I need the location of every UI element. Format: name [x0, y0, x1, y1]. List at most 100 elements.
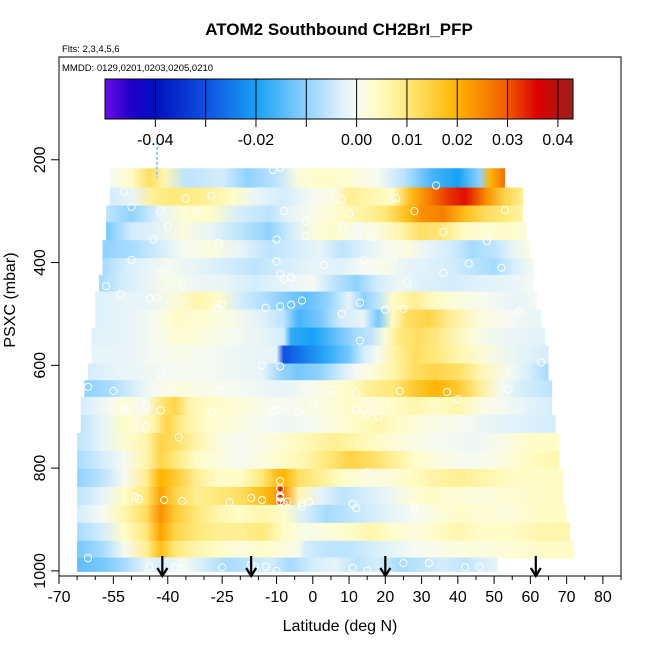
- sample-point: [366, 232, 375, 241]
- heatmap-row-340: [106, 222, 527, 242]
- sample-point: [261, 303, 270, 312]
- flights-label: Flts: 2,3,4,5,6: [62, 44, 120, 55]
- heatmap-row-475: [95, 291, 538, 311]
- sample-point: [363, 410, 372, 419]
- x-tick-label: -25: [211, 589, 234, 606]
- sample-point: [214, 386, 223, 396]
- x-tick-label: 20: [376, 589, 394, 606]
- x-tick-label: 30: [413, 589, 431, 606]
- sample-point: [352, 388, 361, 398]
- sample-point: [482, 236, 491, 246]
- sample-point: [214, 238, 223, 248]
- sample-point: [363, 468, 372, 477]
- sample-point: [83, 382, 93, 391]
- y-tick-label: 200: [32, 146, 49, 173]
- sample-point: [431, 181, 441, 190]
- sample-point: [127, 255, 136, 265]
- sample-point: [308, 401, 317, 410]
- sample-point: [301, 217, 310, 226]
- sample-point: [141, 422, 151, 432]
- colorbar-tick-label: 0.04: [542, 132, 573, 149]
- sample-point: [247, 493, 256, 502]
- sample-point: [286, 272, 296, 282]
- heatmap-row-990: [77, 557, 498, 572]
- sample-point: [330, 189, 339, 198]
- sample-point: [363, 566, 372, 575]
- y-tick-label: 1000: [32, 553, 49, 589]
- heatmap-row-785: [77, 450, 560, 470]
- sample-points-layer: [83, 163, 546, 575]
- sample-point: [261, 562, 270, 571]
- sample-point: [276, 302, 285, 311]
- heatmap-row-235: [109, 168, 505, 189]
- x-tick-label: -55: [102, 589, 125, 606]
- sample-point: [268, 406, 278, 415]
- y-tick-label: 400: [32, 249, 49, 276]
- sample-point: [279, 499, 288, 509]
- x-tick-label: 50: [485, 589, 503, 606]
- sample-point: [156, 370, 165, 379]
- sample-point: [326, 385, 336, 395]
- sample-point: [272, 235, 281, 244]
- sample-point: [178, 564, 187, 573]
- sample-point: [319, 261, 328, 270]
- sample-point: [83, 553, 93, 563]
- sample-point: [272, 257, 281, 266]
- heatmap-layer: [77, 168, 574, 572]
- sample-point: [160, 495, 169, 505]
- sample-point: [167, 384, 176, 394]
- x-tick-label: -10: [265, 589, 288, 606]
- sample-point: [279, 207, 288, 216]
- heatmap-row-890: [77, 504, 567, 524]
- sample-point: [276, 476, 285, 486]
- heatmap-row-375: [102, 240, 531, 260]
- heatmap-row-305: [106, 205, 524, 224]
- sample-point: [410, 207, 419, 216]
- x-tick-label: 70: [558, 589, 576, 606]
- plot-frame: [58, 56, 622, 577]
- sample-point: [120, 404, 129, 413]
- colorbar-tick-label: -0.02: [238, 132, 275, 149]
- sample-point: [475, 562, 484, 571]
- colorbar-tick-label: -0.04: [137, 132, 174, 149]
- dates-label: MMDD: 0129,0201,0203,0205,0210: [62, 63, 213, 74]
- sample-point: [297, 296, 307, 305]
- x-axis-label: Latitude (deg N): [283, 618, 398, 635]
- sample-point: [163, 222, 172, 231]
- sample-point: [410, 501, 419, 510]
- sample-point: [395, 386, 404, 396]
- sample-point: [257, 361, 267, 370]
- heatmap-row-410: [102, 258, 534, 276]
- heatmap-row-960: [77, 540, 574, 559]
- sample-point: [359, 255, 368, 265]
- heatmap-row-510: [95, 309, 542, 329]
- sample-point: [388, 523, 397, 532]
- sample-point: [145, 294, 154, 303]
- colorbar-tick-label: 0.03: [492, 132, 523, 149]
- y-axis-label: PSXC (mbar): [2, 252, 19, 347]
- sample-point: [276, 491, 285, 500]
- sample-point: [439, 268, 448, 277]
- sample-point: [355, 298, 365, 307]
- sample-point: [218, 563, 227, 572]
- sample-point: [156, 207, 165, 216]
- sample-point: [504, 384, 513, 394]
- heatmap-row-750: [77, 432, 560, 452]
- sample-point: [181, 194, 191, 203]
- sample-point: [497, 263, 506, 272]
- sample-point: [464, 259, 473, 268]
- x-tick-label: 0: [308, 589, 317, 606]
- sample-point: [460, 563, 470, 572]
- sample-point: [207, 191, 216, 200]
- sample-point: [134, 494, 143, 504]
- sample-point: [210, 304, 220, 313]
- sample-point: [388, 254, 397, 263]
- heatmap-row-645: [84, 380, 553, 398]
- sample-point: [344, 209, 354, 218]
- sample-point: [515, 307, 524, 316]
- x-axis: -70 -55 -40 -25 -10 0 10 20 30 40 50 60 70 80: [47, 576, 622, 606]
- x-tick-label: 40: [449, 589, 467, 606]
- heatmap-row-275: [109, 187, 524, 207]
- y-axis: 200 400 600 800 1000: [32, 146, 59, 589]
- sample-point: [399, 559, 408, 568]
